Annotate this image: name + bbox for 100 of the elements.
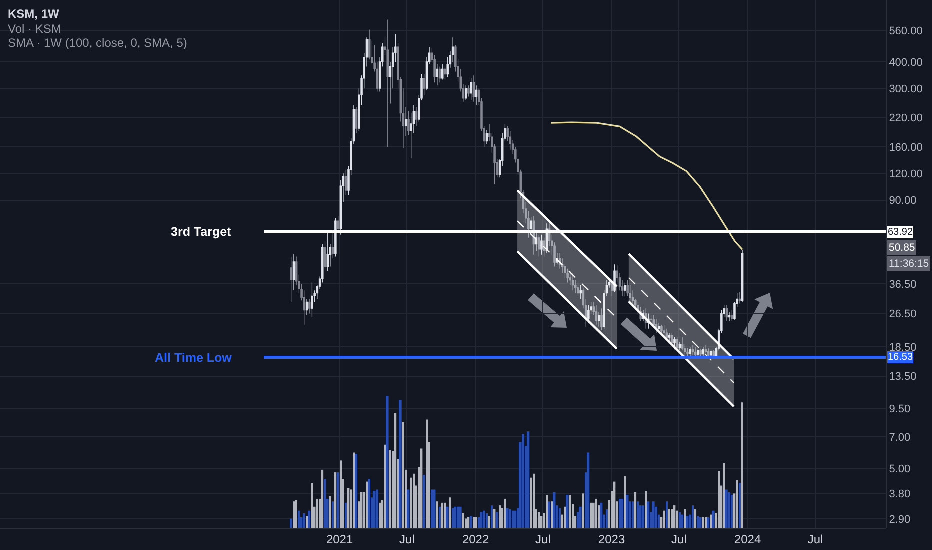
annotation: 63.92 (888, 227, 914, 238)
bar (295, 500, 298, 528)
candlestick (415, 107, 418, 127)
bar (439, 506, 441, 528)
bar (514, 510, 517, 528)
y-tick-label: 90.00 (889, 195, 917, 208)
candlestick (726, 305, 728, 322)
chart-title: Vol · KSM (8, 22, 62, 36)
bar (728, 492, 730, 528)
candlestick (660, 324, 663, 334)
candlestick (624, 282, 626, 297)
bar (433, 490, 436, 528)
bar (731, 495, 734, 528)
candlestick (444, 66, 446, 80)
candlestick (694, 346, 697, 358)
bar (712, 510, 715, 528)
candlestick (470, 78, 472, 100)
bar (632, 502, 634, 528)
bar (645, 491, 647, 528)
bar (493, 510, 496, 528)
bar (739, 483, 741, 528)
text: 11:36:15 (889, 258, 930, 270)
bar (710, 514, 712, 528)
candlestick (334, 218, 337, 257)
bar (488, 516, 490, 528)
candlestick (580, 285, 582, 300)
candlestick (464, 85, 468, 100)
bar (679, 512, 681, 528)
text: SMA · 1W (100, close, 0, SMA, 5) (8, 36, 188, 50)
y-tick-label: 220.00 (889, 112, 923, 124)
x-tick-label: 2021 (326, 532, 354, 546)
candlestick (332, 233, 334, 259)
candlestick (326, 232, 329, 272)
text: KSM, 1W (8, 7, 60, 21)
x-tick-label: 2023 (598, 532, 626, 546)
bar (686, 516, 689, 528)
candlestick (710, 349, 712, 358)
bar (600, 502, 603, 528)
candlestick (436, 64, 439, 86)
y-tick-label: 560.00 (889, 26, 923, 38)
candlestick (423, 74, 426, 96)
y-tick-label: 9.50 (889, 404, 911, 416)
bar (736, 480, 738, 528)
bar (384, 444, 386, 528)
x-tick-label: Jul (672, 532, 687, 546)
bar (582, 494, 584, 528)
candlestick (442, 64, 444, 80)
candlestick (408, 110, 410, 136)
bar (467, 517, 470, 528)
bar (538, 512, 540, 528)
bar (324, 479, 326, 528)
bar (592, 502, 595, 528)
bar (368, 479, 371, 528)
bar (345, 502, 348, 528)
bar (306, 516, 308, 528)
bar (699, 517, 702, 528)
bar (546, 495, 548, 528)
bar (606, 510, 608, 528)
candlestick (704, 345, 708, 354)
bar (423, 475, 426, 528)
bar (509, 510, 512, 528)
bar (334, 472, 337, 528)
bar (373, 491, 376, 528)
bar (379, 502, 381, 528)
bar (355, 454, 358, 528)
bar (389, 450, 392, 528)
bar (499, 506, 501, 528)
candlestick (540, 234, 543, 256)
y-tick-label: 13.50 (889, 371, 917, 384)
candlestick (598, 312, 600, 328)
bar (702, 517, 704, 528)
ref-line-label: 3rd Target (171, 225, 232, 239)
bar (647, 502, 650, 528)
bar (473, 517, 475, 528)
bar (540, 516, 543, 528)
candlestick (702, 346, 705, 357)
candlestick (611, 280, 614, 297)
y-tick-label: 7.00 (889, 432, 911, 444)
candlestick (355, 107, 358, 134)
candlestick (324, 242, 326, 272)
bar (725, 490, 728, 528)
bar (293, 502, 295, 528)
bar (621, 498, 624, 528)
bar (642, 506, 644, 528)
bar (666, 502, 668, 528)
candlestick (650, 315, 652, 324)
candlestick (386, 20, 389, 148)
bar (718, 471, 720, 528)
bar (353, 452, 355, 528)
bar (366, 482, 368, 528)
candlestick (712, 350, 715, 358)
bar (480, 512, 483, 528)
bar (290, 518, 292, 528)
bar (298, 510, 300, 528)
bar (530, 478, 532, 528)
bar (527, 432, 530, 528)
bar (308, 510, 311, 528)
bar (483, 510, 486, 528)
candlestick (689, 346, 692, 356)
y-tick-label: 120.00 (889, 168, 923, 180)
